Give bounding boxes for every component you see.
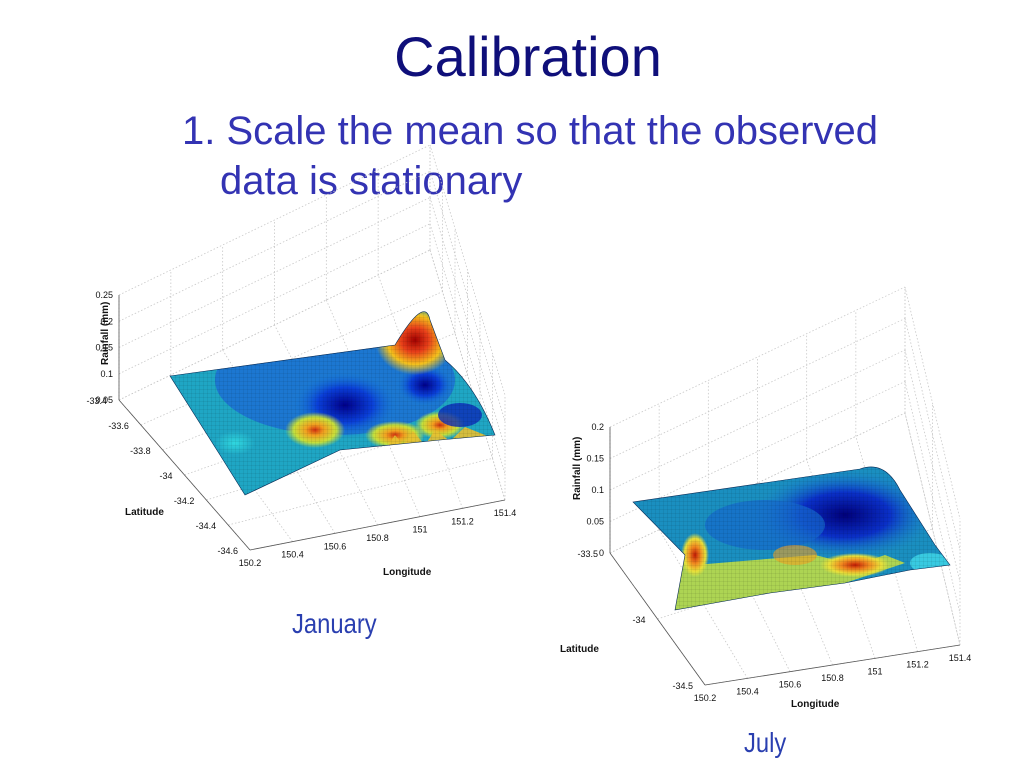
bullet-line-2: data is stationary	[220, 159, 523, 203]
z-tick-label: 0.05	[586, 517, 604, 527]
january-surface	[169, 311, 496, 496]
z-tick-label: 0.15	[95, 343, 113, 353]
july-xlabel: Longitude	[791, 699, 840, 710]
y-tick-label: -33.8	[130, 446, 151, 456]
y-tick-label: -34.4	[196, 521, 217, 531]
z-tick-label: 0.25	[95, 290, 113, 300]
x-tick-label: 150.8	[821, 673, 844, 683]
z-tick-label: 0.05	[95, 395, 113, 405]
july-caption: July	[744, 727, 787, 758]
january-caption: January	[292, 608, 377, 639]
y-tick-label: -34.2	[174, 496, 195, 506]
july-zlabel: Rainfall (mm)	[572, 437, 583, 500]
slide-title: Calibration	[394, 25, 662, 88]
y-tick-label: -33.4	[86, 396, 107, 406]
x-tick-label: 150.6	[324, 541, 347, 551]
x-tick-label: 151	[412, 525, 427, 535]
y-tick-label: -34	[159, 471, 172, 481]
january-ylabel: Latitude	[125, 507, 164, 518]
july-ylabel: Latitude	[560, 644, 599, 655]
z-tick-label: 0.2	[100, 316, 113, 326]
x-tick-label: 151	[867, 666, 882, 676]
z-tick-label: 0	[599, 548, 604, 558]
z-tick-label: 0.15	[586, 454, 604, 464]
july-surface-chart: 150.2 150.4 150.6 150.8 151 151.2 151.4 -33.5 -3…	[560, 286, 972, 710]
january-axes: 150.2 150.4 150.6 150.8 151 151.2 151.4 -33.4 -3…	[86, 144, 517, 568]
z-tick-label: 0.1	[591, 485, 604, 495]
y-tick-label: -33.5	[577, 549, 598, 559]
x-tick-label: 150.4	[736, 686, 759, 696]
y-tick-label: -33.6	[108, 421, 129, 431]
january-xlabel: Longitude	[383, 567, 432, 578]
x-tick-label: 150.2	[239, 558, 262, 568]
bullet-text: 1. Scale the mean so that the observed d…	[182, 106, 1012, 206]
january-zlabel: Rainfall (mm)	[100, 302, 111, 365]
x-tick-label: 150.4	[281, 550, 304, 560]
x-tick-label: 150.6	[779, 680, 802, 690]
bullet-line-1: 1. Scale the mean so that the observed	[182, 109, 878, 153]
x-tick-label: 151.2	[906, 660, 929, 670]
july-surface	[632, 466, 951, 611]
y-tick-label: -34.6	[217, 546, 238, 556]
x-tick-label: 150.8	[366, 533, 389, 543]
x-tick-label: 151.4	[949, 653, 972, 663]
x-tick-label: 150.2	[694, 693, 717, 703]
january-surface-chart: 150.2 150.4 150.6 150.8 151 151.2 151.4 -33.4 -3…	[86, 144, 516, 578]
x-tick-label: 151.2	[451, 516, 474, 526]
x-tick-label: 151.4	[494, 508, 517, 518]
z-tick-label: 0.2	[591, 422, 604, 432]
y-tick-label: -34	[632, 615, 645, 625]
y-tick-label: -34.5	[672, 681, 693, 691]
z-tick-label: 0.1	[100, 369, 113, 379]
